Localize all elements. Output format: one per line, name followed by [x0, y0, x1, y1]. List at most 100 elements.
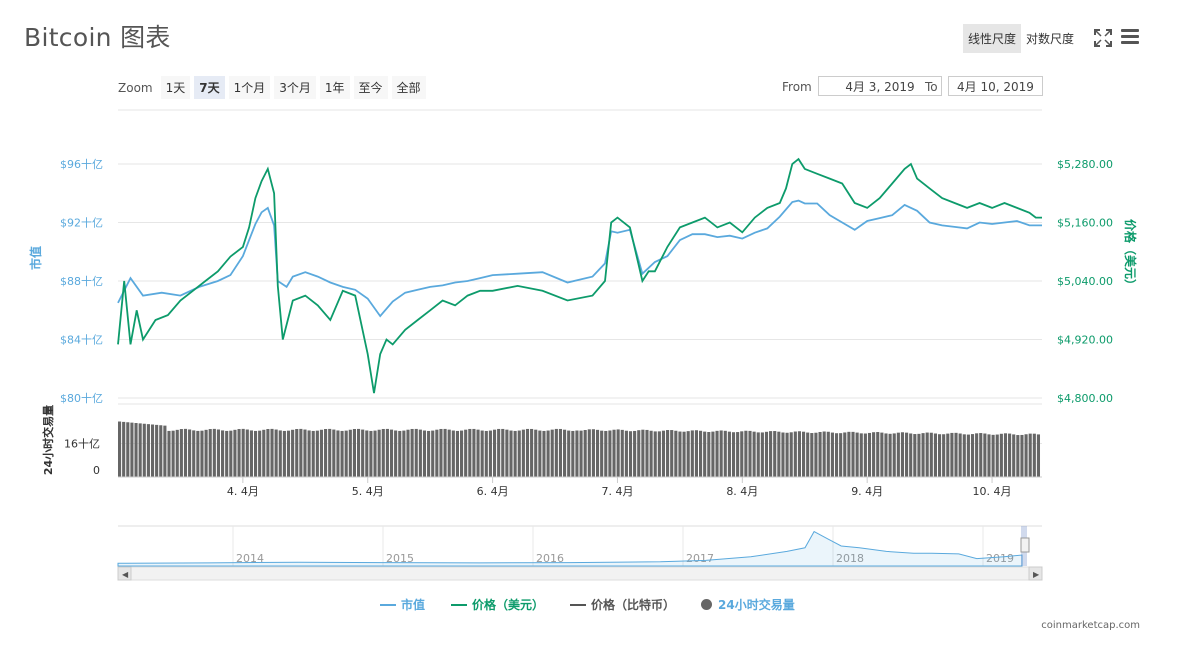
volume-bar — [480, 430, 484, 477]
x-axis-tick-label: 5. 4月 — [352, 485, 384, 498]
volume-bar — [460, 430, 464, 477]
volume-bar — [216, 429, 221, 477]
volume-bar — [777, 431, 781, 477]
volume-bar — [727, 431, 731, 477]
x-axis-tick-label: 10. 4月 — [973, 485, 1012, 498]
volume-bar — [661, 430, 666, 477]
fullscreen-icon[interactable] — [1094, 29, 1112, 47]
volume-bar — [937, 434, 942, 477]
volume-bar — [682, 431, 686, 477]
zoom-3m-button[interactable]: 3个月 — [274, 76, 316, 99]
volume-bar — [299, 428, 303, 477]
volume-bar — [361, 429, 365, 477]
legend-item-price-btc[interactable]: 价格（比特币） — [570, 596, 675, 613]
hamburger-menu-icon[interactable] — [1121, 29, 1139, 45]
x-axis-tick-label: 9. 4月 — [851, 485, 883, 498]
volume-bar — [1020, 434, 1024, 477]
left-axis-tick-label: $84十亿 — [60, 333, 103, 347]
volume-bar — [933, 433, 937, 477]
left-axis-tick-label: $80十亿 — [60, 391, 103, 405]
volume-bar — [282, 430, 286, 477]
zoom-1d-button[interactable]: 1天 — [160, 76, 191, 99]
volume-bar — [159, 425, 163, 477]
credit-link[interactable]: coinmarketcap.com — [1041, 620, 1140, 631]
volume-bar — [521, 429, 525, 477]
volume-bar — [748, 430, 752, 477]
volume-bar — [155, 424, 159, 477]
zoom-bar: Zoom 1天 7天 1个月 3个月 1年 至今 全部 — [118, 76, 430, 99]
volume-bar — [979, 433, 983, 477]
volume-bar — [975, 433, 979, 477]
volume-bar — [872, 432, 876, 477]
volume-bar — [995, 434, 999, 477]
zoom-ytd-button[interactable]: 至今 — [353, 76, 388, 99]
volume-bar — [208, 429, 212, 477]
volume-bar — [241, 428, 245, 477]
volume-bar — [509, 430, 513, 477]
zoom-1m-button[interactable]: 1个月 — [228, 76, 271, 99]
volume-bar — [616, 429, 620, 477]
legend-line-icon — [451, 603, 468, 606]
volume-bar — [731, 432, 736, 477]
volume-bar — [785, 432, 789, 477]
legend-item-price-usd[interactable]: 价格（美元） — [451, 596, 544, 613]
left-axis-tick-label: $96十亿 — [60, 157, 103, 171]
volume-bar — [830, 432, 834, 477]
log-scale-button[interactable]: 对数尺度 — [1026, 32, 1075, 46]
volume-bar — [867, 432, 872, 477]
volume-bar — [402, 430, 406, 477]
legend-item-volume[interactable]: 24小时交易量 — [701, 596, 795, 613]
volume-bar — [884, 433, 888, 477]
volume-bar — [212, 428, 216, 477]
volume-bar — [905, 432, 909, 477]
volume-bar — [834, 433, 839, 477]
volume-bar — [291, 429, 295, 477]
volume-bar — [225, 430, 229, 477]
zoom-all-button[interactable]: 全部 — [391, 76, 426, 99]
volume-bar — [892, 433, 896, 477]
volume-bar — [221, 430, 225, 477]
linear-scale-button[interactable]: 线性尺度 — [963, 24, 1022, 53]
zoom-1y-button[interactable]: 1年 — [319, 76, 350, 99]
legend-item-market-cap[interactable]: 市值 — [380, 596, 425, 613]
volume-bar — [826, 431, 830, 477]
right-axis-tick-label: $5,280.00 — [1057, 158, 1113, 171]
volume-bar — [1012, 434, 1016, 477]
legend-dot-icon — [701, 599, 713, 610]
volume-bar — [591, 429, 595, 477]
volume-bar — [488, 430, 492, 477]
volume-bar — [146, 424, 150, 477]
volume-bar — [150, 424, 155, 477]
volume-bar — [686, 431, 690, 477]
volume-bar — [464, 429, 468, 477]
volume-bar — [567, 430, 571, 477]
volume-bar — [925, 432, 929, 477]
volume-bar — [756, 432, 760, 477]
volume-bar — [674, 430, 678, 477]
volume-bar — [962, 434, 966, 477]
volume-bar — [694, 430, 699, 477]
to-date-input[interactable]: 4月 10, 2019 — [948, 76, 1043, 96]
x-axis-tick-label: 6. 4月 — [477, 485, 509, 498]
volume-bar — [740, 431, 744, 477]
volume-bar — [793, 431, 797, 477]
volume-bar — [311, 430, 315, 477]
scroll-right-icon: ▶ — [1033, 570, 1040, 579]
volume-bar — [274, 429, 278, 477]
volume-bar — [373, 430, 377, 477]
volume-bar — [538, 430, 542, 477]
volume-bar — [245, 429, 249, 477]
from-date-input[interactable]: 4月 3, 2019 — [818, 76, 942, 96]
volume-bar — [427, 430, 431, 477]
volume-bar — [258, 430, 262, 477]
volume-bar — [233, 429, 237, 477]
right-axis-tick-label: $4,800.00 — [1057, 392, 1113, 405]
volume-bar — [348, 429, 352, 477]
navigator-year-label: 2014 — [236, 552, 264, 565]
volume-bar — [356, 428, 361, 477]
scroll-left-icon: ◀ — [122, 570, 129, 579]
zoom-7d-button[interactable]: 7天 — [194, 76, 225, 99]
volume-bar — [773, 431, 777, 477]
volume-bar — [439, 428, 443, 477]
volume-bar — [319, 429, 324, 477]
